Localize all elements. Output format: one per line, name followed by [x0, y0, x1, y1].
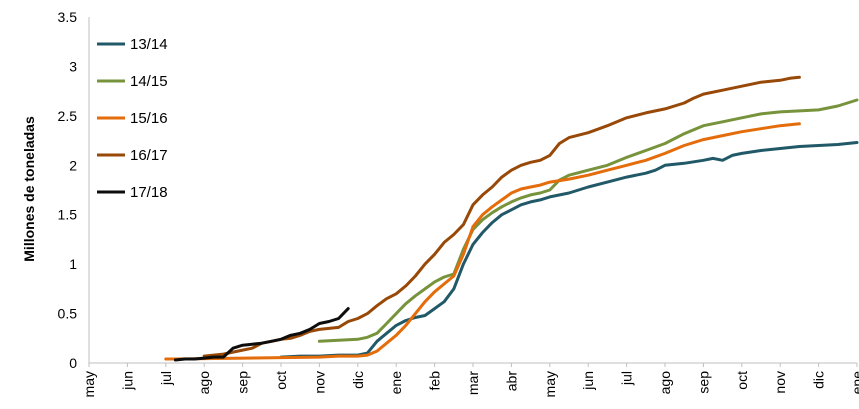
- x-tick-label: sep: [695, 371, 711, 394]
- axes: [88, 17, 858, 367]
- y-tick-label: 1: [69, 256, 77, 272]
- x-tick-label: abr: [503, 371, 519, 392]
- x-tick-label: ago: [196, 371, 212, 395]
- series-line-17-18: [173, 307, 350, 362]
- y-tick-label: 0.5: [58, 306, 78, 322]
- x-tick-label: feb: [427, 371, 443, 391]
- series-line-14-15: [317, 98, 859, 343]
- x-tick-label: sep: [235, 371, 251, 394]
- series-line-13-14: [279, 141, 859, 359]
- x-tick-label: nov: [772, 371, 788, 394]
- x-tick-label: jul: [158, 371, 174, 386]
- y-tick-label: 3: [69, 58, 77, 74]
- x-tick-label: ene: [849, 371, 859, 395]
- x-tick-label: jun: [119, 371, 135, 391]
- x-tick-label: dic: [811, 371, 827, 389]
- x-tick-label: jun: [580, 371, 596, 391]
- x-tick-label: jul: [619, 371, 635, 386]
- legend: 13/14 14/15 15/16 16/17 17/18: [97, 36, 168, 201]
- legend-label: 14/15: [130, 73, 168, 90]
- x-tick-label: ago: [657, 371, 673, 395]
- x-tick-label: nov: [311, 371, 327, 394]
- x-tick-label: ene: [388, 371, 404, 395]
- y-tick-label: 2.5: [58, 108, 78, 124]
- x-tick-label: oct: [273, 371, 289, 390]
- x-tick-label: mar: [465, 371, 481, 395]
- legend-label: 17/18: [130, 184, 168, 201]
- y-tick-label: 2: [69, 157, 77, 173]
- x-tick-labels: may jun jul ago sep oct nov dic ene feb mar abr may j…: [81, 371, 859, 398]
- series-lines: [164, 75, 859, 362]
- legend-label: 16/17: [130, 147, 168, 164]
- series-line-15-16: [164, 122, 801, 361]
- x-tick-label: oct: [734, 371, 750, 390]
- y-tick-label: 0: [69, 355, 77, 371]
- y-axis-title: Millones de toneladas: [21, 116, 37, 262]
- legend-label: 13/14: [130, 36, 168, 53]
- x-tick-label: dic: [350, 371, 366, 389]
- y-tick-label: 3.5: [58, 9, 78, 25]
- x-tick-label: may: [81, 371, 97, 397]
- y-tick-label: 1.5: [58, 207, 78, 223]
- x-tick-label: may: [542, 371, 558, 397]
- series-line-16-17: [202, 75, 801, 358]
- y-tick-labels: 0 0.5 1 1.5 2 2.5 3 3.5: [58, 9, 78, 371]
- legend-label: 15/16: [130, 110, 168, 127]
